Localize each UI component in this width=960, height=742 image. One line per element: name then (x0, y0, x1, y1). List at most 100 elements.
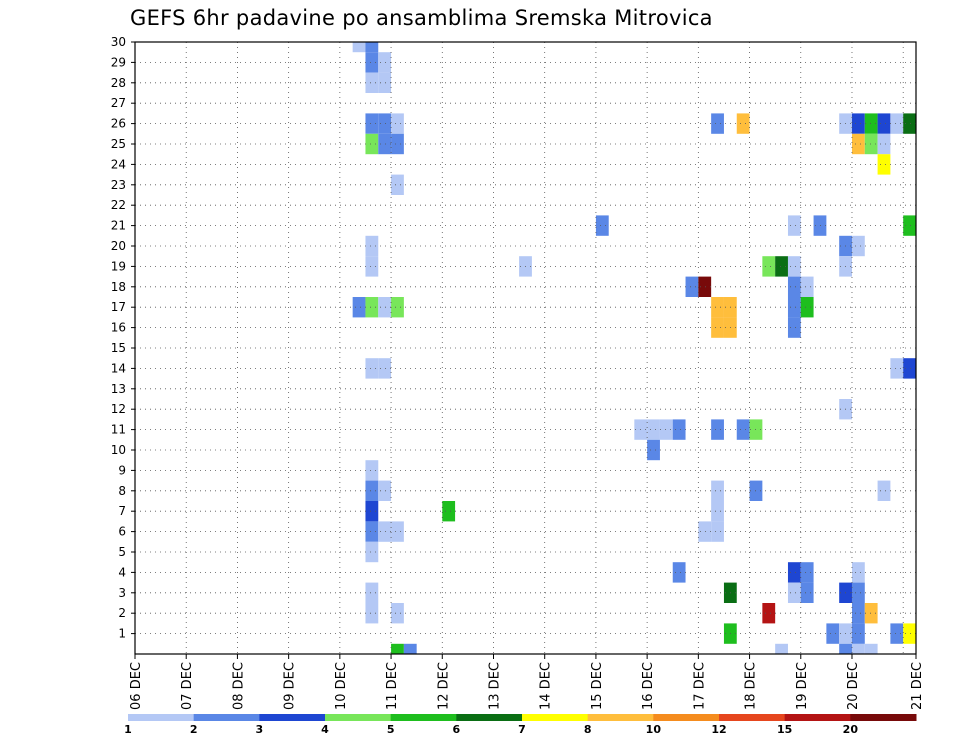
heat-cell (403, 643, 417, 654)
heat-cell (877, 480, 891, 501)
heat-cell (365, 133, 379, 155)
heat-cell (698, 521, 712, 542)
x-tick-label: 10 DEC (334, 662, 349, 710)
y-tick-label: 7 (118, 504, 126, 518)
heat-cell (365, 358, 379, 379)
heat-cell (864, 133, 878, 155)
heat-cell (378, 480, 392, 501)
y-tick-label: 26 (111, 117, 126, 131)
x-tick-label: 20 DEC (846, 662, 861, 710)
heat-cell (378, 72, 392, 93)
y-tick-label: 3 (118, 586, 126, 600)
colorbar-swatch (456, 714, 523, 721)
colorbar-label: 4 (321, 723, 329, 736)
chart-title: GEFS 6hr padavine po ansamblima Sremska … (130, 6, 713, 30)
colorbar-swatch (193, 714, 260, 721)
heat-cell (762, 603, 776, 624)
y-tick-label: 9 (118, 463, 126, 477)
heat-cell (365, 501, 379, 522)
heat-cell (659, 419, 673, 440)
heat-cell (365, 297, 379, 318)
heatmap-cells (352, 42, 916, 654)
heat-cell (365, 521, 379, 542)
heat-cell (378, 133, 392, 155)
x-tick-label: 18 DEC (744, 662, 759, 710)
x-tick-label: 07 DEC (180, 662, 195, 710)
colorbar-label: 1 (124, 723, 132, 736)
heat-cell (864, 603, 878, 624)
heat-cell (378, 113, 392, 134)
heat-cell (711, 501, 724, 522)
heat-cell (787, 256, 801, 277)
heat-cell (762, 256, 776, 277)
x-tick-label: 19 DEC (795, 662, 810, 710)
x-tick-label: 21 DEC (910, 662, 925, 710)
heat-cell (365, 541, 379, 563)
y-tick-label: 8 (118, 484, 126, 498)
heat-cell (647, 439, 660, 461)
colorbar-label: 12 (711, 723, 726, 736)
heat-cell (800, 562, 814, 583)
heat-cell (711, 480, 724, 501)
colorbar-label: 3 (256, 723, 264, 736)
x-tick-label: 11 DEC (385, 662, 400, 710)
heat-cell (365, 256, 379, 277)
heat-cell (890, 623, 904, 644)
heat-cell (711, 521, 724, 542)
heat-cell (800, 582, 814, 603)
y-tick-label: 12 (111, 402, 126, 416)
x-tick-label: 17 DEC (692, 662, 707, 710)
y-tick-label: 29 (111, 55, 126, 69)
colorbar: 1 2 3 4 5 6 7 8 10 12 15 20 (124, 714, 917, 736)
heat-cell (391, 603, 404, 624)
y-tick-label: 19 (111, 259, 126, 273)
heat-cell (851, 582, 865, 603)
heat-cell (800, 276, 814, 297)
y-tick-label: 10 (111, 443, 126, 457)
y-tick-label: 27 (111, 96, 126, 110)
heat-cell (864, 113, 878, 134)
heat-cell (378, 297, 392, 318)
y-tick-label: 25 (111, 137, 126, 151)
y-tick-label: 21 (111, 219, 126, 233)
heat-cell (877, 154, 891, 175)
heat-cell (391, 133, 404, 155)
heat-cell (903, 215, 916, 236)
heat-cell (711, 419, 724, 440)
heat-cell (851, 643, 865, 654)
heat-cell (851, 235, 865, 257)
y-tick-label: 15 (111, 341, 126, 355)
heat-cell (365, 603, 379, 624)
heat-cell (672, 419, 686, 440)
colorbar-swatch (128, 714, 195, 721)
colorbar-label: 10 (646, 723, 662, 736)
heat-cell (839, 643, 852, 654)
y-tick-label: 1 (118, 627, 126, 641)
y-tick-label: 18 (111, 280, 126, 294)
heat-cell (378, 358, 392, 379)
y-tick-label: 5 (118, 545, 126, 559)
colorbar-label: 2 (190, 723, 198, 736)
x-tick-label: 06 DEC (129, 662, 144, 710)
heat-cell (365, 42, 379, 53)
heat-cell (787, 297, 801, 318)
heat-cell (775, 256, 788, 277)
heat-cell (903, 623, 916, 644)
heat-cell (391, 174, 404, 195)
x-tick-label: 16 DEC (641, 662, 656, 710)
heat-cell (851, 133, 865, 155)
x-tick-label: 13 DEC (487, 662, 502, 710)
heat-cell (864, 643, 878, 654)
heat-cell (365, 235, 379, 257)
y-tick-label: 14 (111, 361, 126, 375)
colorbar-label: 15 (777, 723, 792, 736)
heat-cell (851, 623, 865, 644)
colorbar-swatch (390, 714, 457, 721)
heat-cell (442, 501, 456, 522)
y-tick-label: 2 (118, 606, 126, 620)
heat-cell (647, 419, 660, 440)
heat-cell (365, 582, 379, 603)
heat-cell (365, 113, 379, 134)
heat-cell (365, 72, 379, 93)
